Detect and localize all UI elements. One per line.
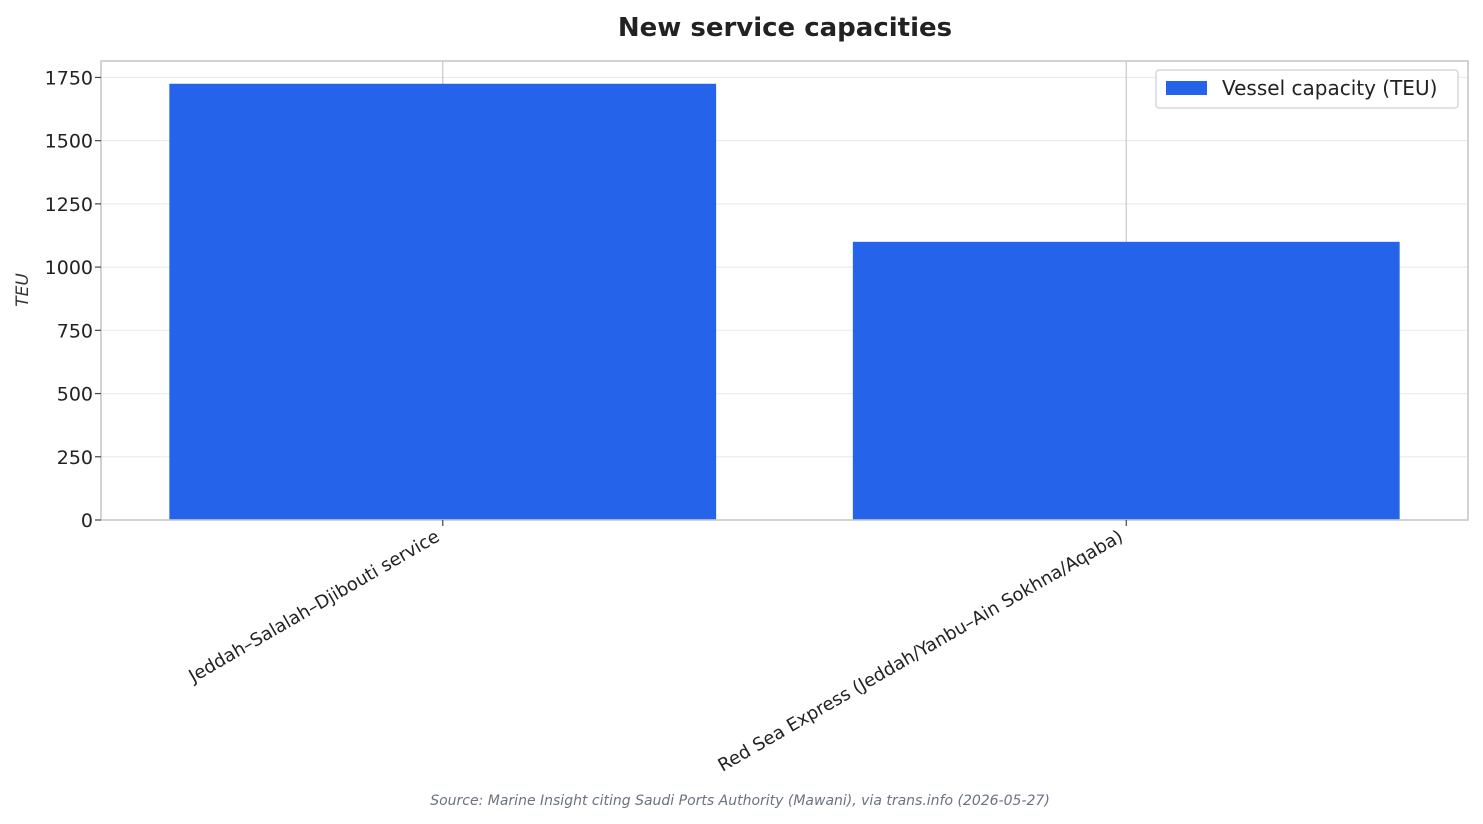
legend-label: Vessel capacity (TEU) — [1222, 76, 1437, 100]
y-tick-label: 1250 — [45, 194, 93, 216]
y-tick-label: 250 — [57, 447, 93, 469]
y-tick-label: 750 — [57, 320, 93, 342]
chart-title: New service capacities — [618, 13, 952, 43]
y-tick-label: 0 — [81, 510, 93, 532]
y-tick-label: 1000 — [45, 257, 93, 279]
y-tick-label: 500 — [57, 384, 93, 406]
plot-frame — [100, 60, 1469, 521]
x-tick-label: Red Sea Express (Jeddah/Yanbu–Ain Sokhna… — [715, 526, 1127, 776]
x-axis-ticks: Jeddah–Salalah–Djibouti service Red Sea E… — [185, 520, 1127, 776]
plot-border — [100, 60, 1469, 521]
bar — [169, 83, 717, 521]
y-axis-ticks: 0 250 500 750 1000 1250 1500 1750 — [45, 67, 101, 532]
legend-swatch — [1166, 81, 1207, 95]
bars — [169, 83, 1400, 521]
y-axis-label: TEU — [13, 273, 33, 307]
y-tick-label: 1750 — [45, 67, 93, 89]
bar — [852, 241, 1400, 520]
x-tick-label: Jeddah–Salalah–Djibouti service — [185, 526, 444, 687]
source-note: Source: Marine Insight citing Saudi Port… — [430, 793, 1050, 809]
legend: Vessel capacity (TEU) — [1155, 69, 1459, 109]
legend-box — [1155, 69, 1459, 109]
y-tick-label: 1500 — [45, 131, 93, 153]
